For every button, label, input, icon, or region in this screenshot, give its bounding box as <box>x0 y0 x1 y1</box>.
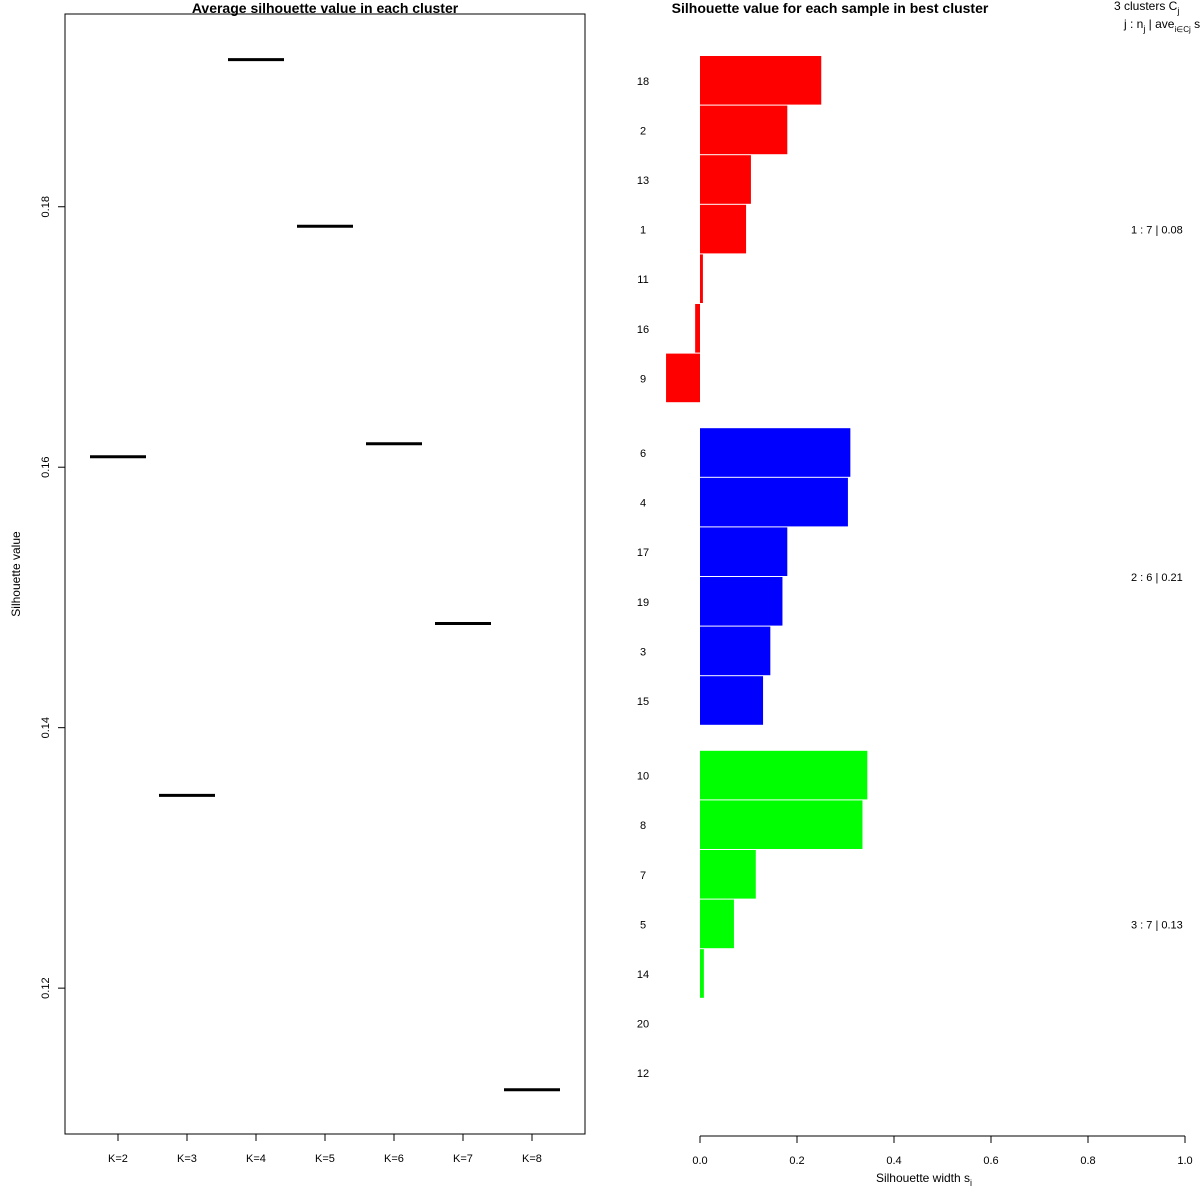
x-tick-label: 0.8 <box>1080 1155 1095 1167</box>
x-tick-label: 1.0 <box>1177 1155 1192 1167</box>
right-chart-panel: Silhouette value for each sample in best… <box>637 0 1200 1188</box>
silhouette-bar-14 <box>700 949 704 998</box>
x-tick-label: K=3 <box>177 1153 197 1165</box>
x-tick-label: K=2 <box>108 1153 128 1165</box>
sample-label: 11 <box>637 274 648 286</box>
left-y-axis: 0.12 0.14 0.16 0.18 <box>40 196 65 999</box>
x-tick-label: K=7 <box>453 1153 473 1165</box>
silhouette-bar-19 <box>700 577 783 626</box>
sample-label: 6 <box>640 448 646 460</box>
silhouette-bar-16 <box>695 304 700 353</box>
silhouette-bar-4 <box>700 477 848 527</box>
cluster-1-summary: 1 : 7 | 0.08 <box>1131 225 1183 237</box>
sample-label: 5 <box>640 919 646 931</box>
y-tick-label: 0.14 <box>40 717 52 738</box>
silhouette-bar-8 <box>700 800 863 849</box>
left-data-marks <box>90 58 560 1092</box>
left-plot-frame <box>64 13 586 1135</box>
left-chart-panel: Average silhouette value in each cluster… <box>9 0 586 1165</box>
sample-label: 19 <box>637 597 649 609</box>
right-chart-title: Silhouette value for each sample in best… <box>672 0 989 16</box>
x-tick-label: 0.4 <box>886 1155 901 1167</box>
cluster-legend-header: 3 clusters Cj j : nj | avei∈Cj si <box>1114 0 1200 34</box>
silhouette-bar-10 <box>700 750 868 800</box>
x-tick-label: 0.0 <box>692 1155 707 1167</box>
left-x-axis: K=2 K=3 K=4 K=5 K=6 K=7 K=8 <box>108 1133 542 1165</box>
sample-label: 16 <box>637 324 649 336</box>
silhouette-bar-1 <box>700 204 747 254</box>
x-tick-label: K=4 <box>246 1153 266 1165</box>
x-tick-label: 0.6 <box>983 1155 998 1167</box>
sample-label: 2 <box>640 125 646 137</box>
silhouette-bar-2 <box>700 105 788 155</box>
y-tick-label: 0.18 <box>40 196 52 217</box>
sample-label: 7 <box>640 870 646 882</box>
sample-label: 8 <box>640 820 646 832</box>
sample-label: 4 <box>640 498 646 510</box>
legend-header-line1: 3 clusters Cj <box>1114 0 1179 16</box>
sample-label: 9 <box>640 373 646 385</box>
silhouette-bar-9 <box>666 353 700 403</box>
sample-label: 17 <box>637 547 649 559</box>
sample-label: 3 <box>640 646 646 658</box>
sample-label: 18 <box>637 76 649 88</box>
right-x-axis: 0.0 0.2 0.4 0.6 0.8 1.0 <box>692 1135 1193 1167</box>
silhouette-bar-3 <box>700 626 771 676</box>
silhouette-bar-13 <box>700 155 751 204</box>
x-tick-label: 0.2 <box>789 1155 804 1167</box>
silhouette-bar-11 <box>700 254 703 303</box>
silhouette-bar-6 <box>700 428 851 477</box>
silhouette-bar-15 <box>700 676 764 725</box>
silhouette-bar-17 <box>700 527 788 576</box>
silhouette-bar-18 <box>700 56 822 105</box>
sample-label: 10 <box>637 771 649 783</box>
sample-label: 12 <box>637 1068 649 1080</box>
x-tick-label: K=6 <box>384 1153 404 1165</box>
y-tick-label: 0.16 <box>40 456 52 477</box>
x-tick-label: K=8 <box>522 1153 542 1165</box>
cluster-2-summary: 2 : 6 | 0.21 <box>1131 572 1183 584</box>
left-y-axis-label: Silhouette value <box>9 531 23 617</box>
y-tick-label: 0.12 <box>40 977 52 998</box>
x-tick-label: K=5 <box>315 1153 335 1165</box>
silhouette-bars <box>666 56 868 998</box>
sample-label: 1 <box>640 225 646 237</box>
cluster-3-summary: 3 : 7 | 0.13 <box>1131 919 1183 931</box>
silhouette-bar-5 <box>700 899 734 949</box>
right-x-axis-label: Silhouette width si <box>876 1171 972 1188</box>
left-chart-title: Average silhouette value in each cluster <box>192 0 459 16</box>
sample-label: 15 <box>637 696 649 708</box>
cluster-summaries: 1 : 7 | 0.08 2 : 6 | 0.21 3 : 7 | 0.13 <box>1131 225 1183 932</box>
legend-header-line2: j : nj | avei∈Cj si <box>1123 17 1200 34</box>
sample-label: 14 <box>637 969 649 981</box>
silhouette-bar-7 <box>700 850 756 899</box>
sample-label: 13 <box>637 175 649 187</box>
sample-label: 20 <box>637 1019 649 1031</box>
